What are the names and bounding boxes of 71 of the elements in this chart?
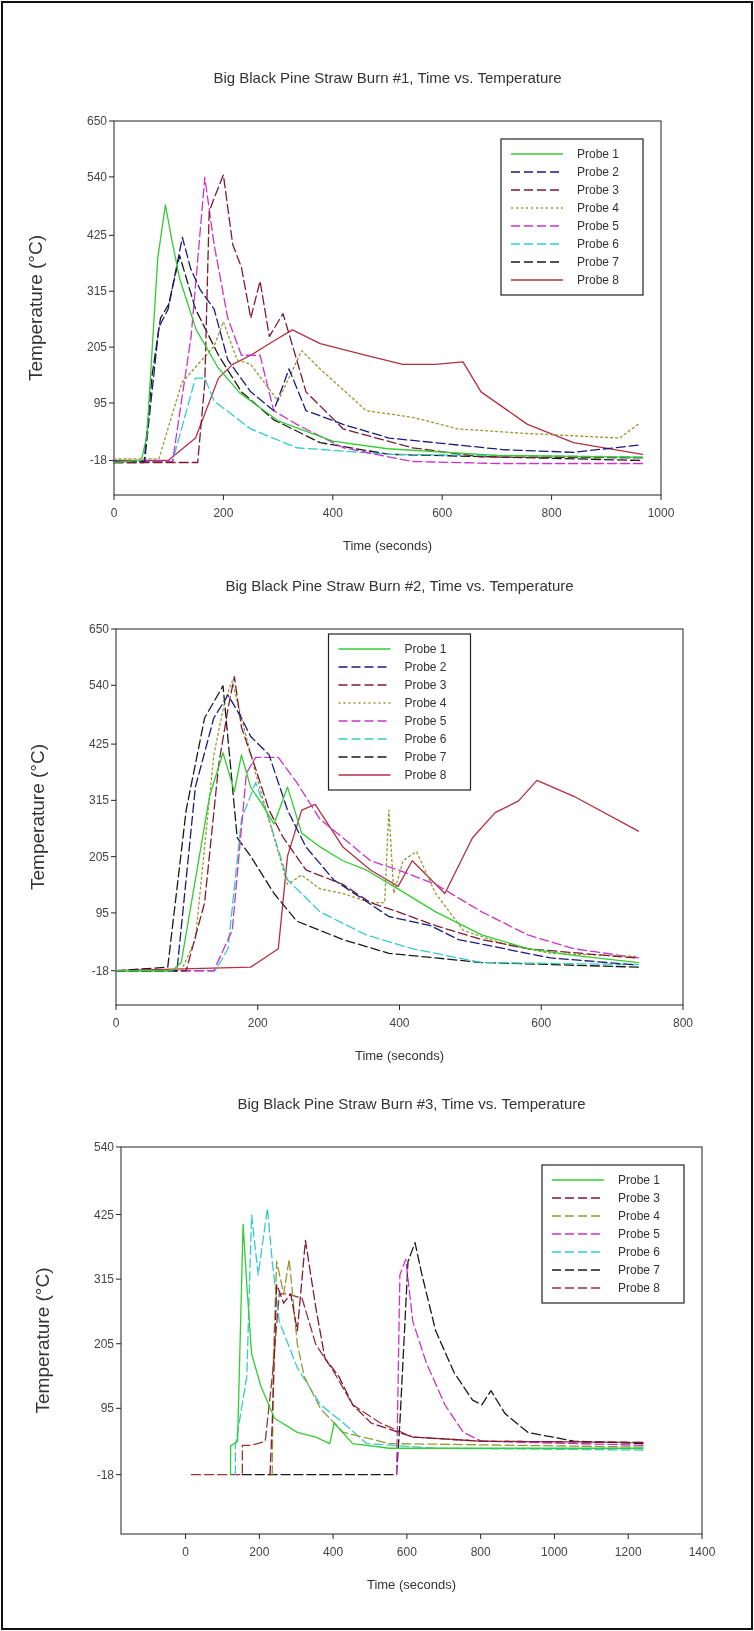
x-tick-label: 200 bbox=[213, 506, 234, 520]
y-tick-label: 650 bbox=[88, 622, 110, 636]
legend-label: Probe 1 bbox=[577, 147, 620, 161]
x-tick-label: 0 bbox=[112, 1016, 120, 1030]
y-axis-title: Temperature (°C) bbox=[25, 235, 46, 381]
x-tick-label: 600 bbox=[531, 1016, 552, 1030]
x-tick-label: 400 bbox=[322, 506, 344, 520]
y-tick-label: 95 bbox=[93, 396, 108, 411]
x-tick-label: 600 bbox=[432, 506, 453, 520]
y-axis-title: Temperature (°C) bbox=[27, 744, 48, 890]
y-tick-label: 315 bbox=[86, 284, 108, 299]
x-tick-label: 800 bbox=[470, 1545, 491, 1559]
x-tick-label: 800 bbox=[672, 1016, 694, 1030]
x-axis-title: Time (seconds) bbox=[354, 1048, 445, 1063]
x-tick-label: 0 bbox=[182, 1545, 190, 1559]
legend-label: Probe 3 bbox=[618, 1191, 661, 1205]
y-tick-label: -18 bbox=[89, 453, 108, 468]
legend-label: Probe 8 bbox=[577, 273, 620, 287]
legend-label: Probe 3 bbox=[404, 678, 447, 692]
x-axis-title: Time (seconds) bbox=[342, 538, 433, 553]
legend-label: Probe 7 bbox=[404, 750, 447, 764]
chart-title: Big Black Pine Straw Burn #3, Time vs. Temperature bbox=[237, 1095, 586, 1112]
y-tick-label: 205 bbox=[88, 849, 110, 864]
y-tick-label: -18 bbox=[96, 1467, 115, 1482]
legend-label: Probe 2 bbox=[577, 165, 620, 179]
legend-label: Probe 6 bbox=[577, 237, 620, 251]
x-tick-label: 600 bbox=[396, 1545, 418, 1559]
x-tick-label: 800 bbox=[541, 506, 562, 520]
x-tick-label: 1000 bbox=[647, 506, 675, 520]
y-tick-label: 650 bbox=[86, 114, 108, 128]
y-tick-label: 205 bbox=[93, 1336, 115, 1351]
x-tick-label: 0 bbox=[110, 506, 118, 520]
x-tick-label: 200 bbox=[247, 1016, 269, 1030]
legend-label: Probe 8 bbox=[618, 1281, 661, 1295]
y-tick-label: 540 bbox=[88, 678, 110, 693]
legend-label: Probe 4 bbox=[577, 201, 620, 215]
x-tick-label: 400 bbox=[323, 1545, 344, 1559]
legend-label: Probe 5 bbox=[404, 714, 447, 728]
x-tick-label: 1000 bbox=[541, 1545, 569, 1559]
y-tick-label: 95 bbox=[100, 1401, 115, 1416]
legend-label: Probe 2 bbox=[404, 660, 447, 674]
legend-label: Probe 8 bbox=[404, 768, 447, 782]
y-tick-label: 540 bbox=[86, 169, 108, 184]
x-tick-label: 1200 bbox=[614, 1545, 642, 1559]
legend-label: Probe 7 bbox=[618, 1263, 661, 1277]
legend-label: Probe 4 bbox=[618, 1209, 661, 1223]
legend-label: Probe 7 bbox=[577, 255, 620, 269]
legend-label: Probe 3 bbox=[577, 183, 620, 197]
chart-title: Big Black Pine Straw Burn #1, Time vs. Temperature bbox=[213, 69, 562, 86]
x-axis-title: Time (seconds) bbox=[366, 1577, 457, 1592]
legend-label: Probe 1 bbox=[404, 642, 447, 656]
y-tick-label: 315 bbox=[88, 793, 110, 808]
y-tick-label: 315 bbox=[93, 1272, 115, 1287]
y-tick-label: 205 bbox=[86, 340, 108, 355]
legend-label: Probe 5 bbox=[577, 219, 620, 233]
y-tick-label: 540 bbox=[93, 1140, 115, 1154]
legend-label: Probe 6 bbox=[404, 732, 447, 746]
x-tick-label: 1400 bbox=[688, 1545, 716, 1559]
legend-label: Probe 5 bbox=[618, 1227, 661, 1241]
y-tick-label: 95 bbox=[95, 905, 110, 920]
chart-title: Big Black Pine Straw Burn #2, Time vs. Temperature bbox=[225, 577, 574, 594]
x-tick-label: 200 bbox=[249, 1545, 270, 1559]
legend-label: Probe 1 bbox=[618, 1173, 661, 1187]
y-axis-title: Temperature (°C) bbox=[32, 1267, 53, 1414]
y-tick-label: -18 bbox=[91, 963, 110, 978]
y-tick-label: 425 bbox=[93, 1207, 115, 1222]
y-tick-label: 425 bbox=[88, 737, 110, 752]
legend-label: Probe 4 bbox=[404, 696, 447, 710]
x-tick-label: 400 bbox=[389, 1016, 410, 1030]
y-tick-label: 425 bbox=[86, 228, 108, 243]
legend-label: Probe 6 bbox=[618, 1245, 661, 1259]
